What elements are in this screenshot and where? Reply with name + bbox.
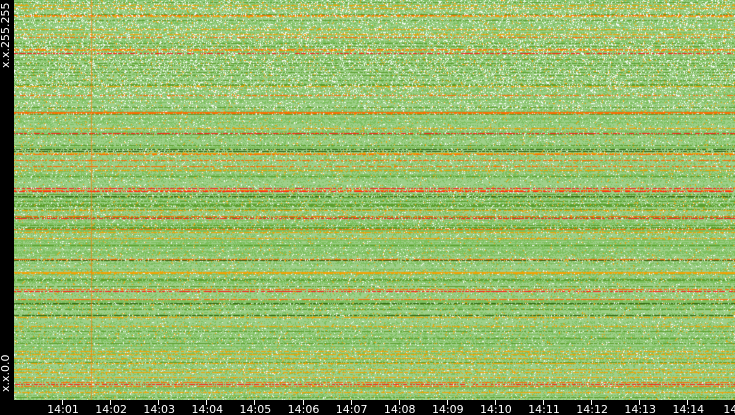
x-tick-label: 14:06 xyxy=(287,403,320,415)
x-tick xyxy=(158,400,160,405)
x-tick-label: 14 xyxy=(723,403,735,415)
x-tick-label: 14:08 xyxy=(383,403,416,415)
x-tick-label: 14:14 xyxy=(672,403,705,415)
x-tick-label: 14:01 xyxy=(47,403,79,415)
x-tick xyxy=(62,400,63,405)
x-tick xyxy=(591,400,593,405)
x-tick xyxy=(543,400,544,405)
y-tick-label-top: x.x.255.255 xyxy=(0,2,12,68)
x-tick xyxy=(254,400,256,405)
y-tick-label-bottom: x.x.0.0 xyxy=(0,354,12,392)
x-tick-label: 14:09 xyxy=(431,403,464,415)
x-tick xyxy=(494,400,496,405)
x-tick xyxy=(639,400,641,405)
x-tick-label: 14:02 xyxy=(95,403,127,415)
x-tick-label: 14:03 xyxy=(143,403,176,415)
x-tick xyxy=(302,400,304,405)
x-tick-label: 14:04 xyxy=(191,403,224,415)
x-tick-label: 14:07 xyxy=(335,403,368,415)
x-tick-label: 14:10 xyxy=(480,403,512,415)
x-tick-label: 14:11 xyxy=(528,403,560,415)
x-tick-label: 14:05 xyxy=(239,403,272,415)
x-tick-label: 14:12 xyxy=(576,403,608,415)
x-tick-label: 14:13 xyxy=(624,403,657,415)
x-tick xyxy=(687,400,689,405)
x-tick xyxy=(446,400,448,405)
x-tick xyxy=(110,400,112,405)
x-tick xyxy=(206,400,208,405)
x-tick xyxy=(350,400,352,405)
heatmap-plot-area xyxy=(14,0,735,400)
x-tick xyxy=(398,400,400,405)
